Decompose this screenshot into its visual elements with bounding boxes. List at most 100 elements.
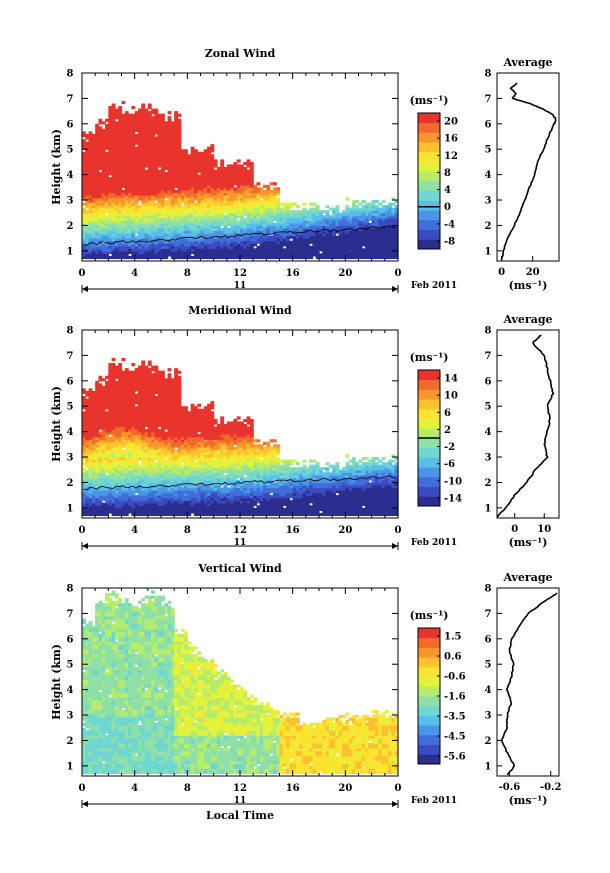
heatmap-cell: [98, 497, 103, 501]
heatmap-cell: [157, 245, 162, 249]
heatmap-cell: [157, 139, 162, 143]
heatmap-cell: [272, 250, 277, 254]
heatmap-cell: [249, 202, 254, 206]
heatmap-cell: [147, 123, 152, 127]
heatmap-cell: [361, 205, 366, 209]
heatmap-cell: [374, 205, 379, 209]
heatmap-cell: [134, 462, 139, 466]
heatmap-cell: [180, 212, 185, 216]
heatmap-cell: [105, 156, 109, 160]
heatmap-cell: [157, 502, 162, 506]
heatmap-cell: [394, 243, 399, 247]
heatmap-cell: [193, 255, 198, 260]
heatmap-cell: [101, 464, 106, 468]
heatmap-cell: [108, 154, 113, 158]
heatmap-cell: [147, 464, 152, 468]
heatmap-cell: [134, 512, 139, 517]
heatmap-cell: [286, 215, 290, 219]
heatmap-cell: [203, 197, 208, 201]
heatmap-cell: [154, 375, 159, 379]
heatmap-cell: [85, 222, 90, 227]
heatmap-cell: [286, 253, 290, 257]
heatmap-cell: [328, 215, 333, 219]
heatmap-cell: [95, 424, 100, 428]
heatmap-cell: [128, 477, 132, 481]
heatmap-cell: [207, 225, 211, 229]
heatmap-cell: [315, 243, 320, 247]
heatmap-cell: [114, 388, 119, 392]
heatmap-cell: [187, 156, 192, 160]
heatmap-cell: [134, 238, 139, 242]
heatmap-cell: [240, 184, 244, 188]
heatmap-cell: [249, 238, 254, 242]
heatmap-cell: [259, 187, 264, 191]
heatmap-cell: [200, 151, 205, 155]
heatmap-cell: [374, 220, 379, 224]
heatmap-cell: [282, 202, 287, 206]
heatmap-cell: [216, 184, 221, 188]
heatmap-cell: [299, 243, 304, 247]
heatmap-cell: [108, 149, 113, 153]
heatmap-cell: [233, 238, 238, 242]
heatmap-cell: [118, 113, 123, 117]
heatmap-cell: [128, 126, 132, 130]
heatmap-cell: [220, 233, 225, 237]
heatmap-cell: [226, 255, 231, 260]
heatmap-cell: [137, 164, 142, 168]
heatmap-cell: [101, 149, 106, 153]
heatmap-cell: [365, 230, 369, 234]
heatmap-cell: [295, 217, 300, 221]
heatmap-cell: [137, 154, 142, 158]
heatmap-cell: [266, 243, 271, 247]
heatmap-cell: [124, 215, 129, 219]
heatmap-cell: [384, 217, 389, 221]
heatmap-cell: [279, 248, 284, 252]
heatmap-cell: [85, 424, 90, 428]
x-tick-label: 4: [131, 268, 138, 279]
heatmap-cell: [101, 230, 106, 234]
heatmap-cell: [157, 238, 162, 242]
heatmap-cell: [216, 235, 221, 239]
heatmap-cell: [118, 154, 123, 158]
heatmap-cell: [187, 197, 192, 201]
heatmap-cell: [134, 484, 139, 489]
heatmap-cell: [108, 141, 113, 145]
heatmap-cell: [114, 490, 119, 494]
heatmap-cell: [220, 215, 225, 219]
heatmap-cell: [368, 217, 373, 221]
heatmap-cell: [147, 215, 152, 219]
heatmap-cell: [95, 441, 100, 445]
heatmap-cell: [114, 217, 119, 221]
heatmap-cell: [263, 212, 267, 216]
heatmap-cell: [170, 189, 175, 193]
heatmap-cell: [121, 205, 126, 209]
heatmap-cell: [95, 388, 100, 392]
heatmap-cell: [207, 202, 211, 206]
heatmap-cell: [144, 490, 149, 494]
heatmap-cell: [154, 497, 159, 501]
heatmap-cell: [230, 174, 235, 178]
heatmap-cell: [154, 159, 159, 163]
heatmap-cell: [134, 431, 139, 435]
heatmap-cell: [82, 444, 86, 448]
heatmap-cell: [108, 401, 113, 405]
heatmap-cell: [203, 164, 208, 168]
heatmap-cell: [207, 151, 211, 155]
heatmap-cell: [345, 222, 350, 227]
heatmap-cell: [328, 248, 333, 252]
heatmap-cell: [121, 373, 126, 377]
heatmap-cell: [101, 154, 106, 158]
heatmap-cell: [282, 255, 287, 260]
heatmap-cell: [111, 413, 116, 417]
heatmap-cell: [121, 439, 126, 443]
heatmap-cell: [282, 222, 287, 227]
heatmap-cell: [118, 210, 123, 214]
heatmap-cell: [131, 144, 136, 148]
heatmap-cell: [167, 250, 172, 254]
heatmap-cell: [151, 408, 156, 412]
heatmap-cell: [114, 164, 119, 168]
heatmap-cell: [95, 149, 100, 153]
heatmap-cell: [207, 238, 211, 242]
heatmap-cell: [263, 205, 267, 209]
heatmap-cell: [184, 154, 188, 158]
